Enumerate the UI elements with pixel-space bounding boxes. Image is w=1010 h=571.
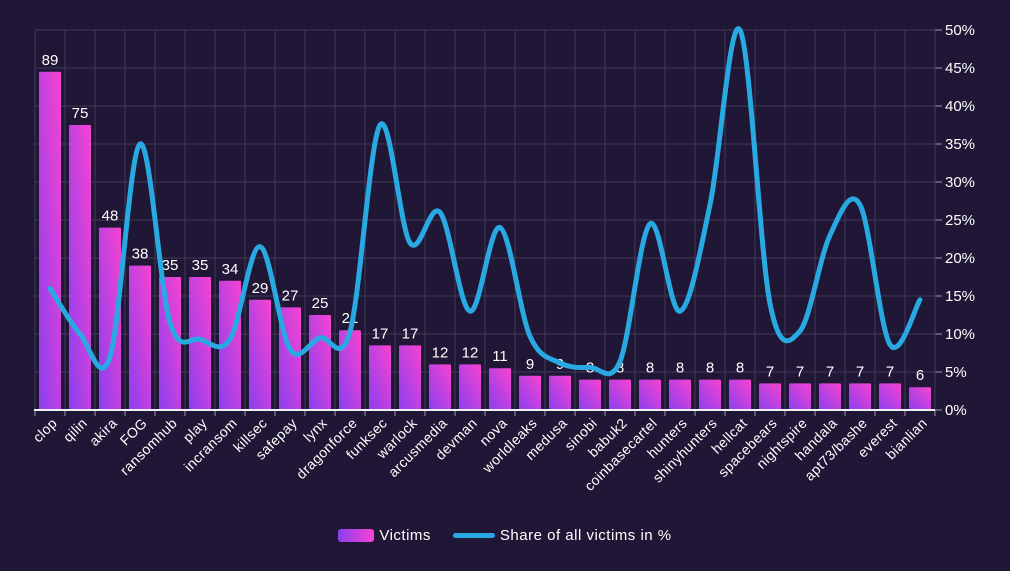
bar-value-label: 11 bbox=[492, 348, 508, 365]
bar-value-label: 27 bbox=[282, 287, 299, 304]
y-axis-tick-label: 50% bbox=[945, 22, 975, 39]
bar-medusa bbox=[549, 375, 571, 410]
bar-funksec bbox=[369, 345, 391, 410]
bar-value-label: 7 bbox=[826, 363, 834, 380]
bar-incransom bbox=[219, 280, 241, 410]
bar-sinobi bbox=[579, 379, 601, 410]
y-axis-tick-label: 15% bbox=[945, 288, 975, 305]
bar-ransomhub bbox=[159, 277, 181, 410]
bar-hunters bbox=[669, 379, 691, 410]
y-axis-tick-label: 20% bbox=[945, 250, 975, 267]
bar-value-label: 7 bbox=[886, 363, 894, 380]
bar-spacebears bbox=[759, 383, 781, 410]
legend-victims-label: Victims bbox=[379, 527, 431, 544]
y-axis-tick-label: 45% bbox=[945, 60, 975, 77]
bar-arcusmedia bbox=[429, 364, 451, 410]
bar-handala bbox=[819, 383, 841, 410]
bar-value-label: 9 bbox=[526, 356, 534, 373]
bar-value-label: 29 bbox=[252, 280, 269, 297]
y-axis-tick-label: 25% bbox=[945, 212, 975, 229]
bar-play bbox=[189, 277, 211, 410]
bar-value-label: 38 bbox=[132, 246, 149, 263]
bar-value-label: 8 bbox=[616, 360, 624, 377]
legend-item-victims: Victims bbox=[338, 527, 431, 544]
share-line bbox=[47, 26, 923, 377]
bar-hellcat bbox=[729, 379, 751, 410]
bar-value-label: 75 bbox=[72, 105, 89, 122]
victims-bar-swatch-icon bbox=[338, 529, 375, 542]
bar-coinbasecartel bbox=[639, 379, 661, 410]
bar-lynx bbox=[309, 315, 331, 410]
y-axis-tick-label: 40% bbox=[945, 98, 975, 115]
bar-qilin bbox=[69, 125, 91, 410]
bar-value-label: 7 bbox=[766, 363, 774, 380]
bar-value-label: 8 bbox=[646, 360, 654, 377]
bar-dragonforce bbox=[339, 330, 361, 410]
x-axis-label: clop bbox=[30, 415, 61, 446]
bar-value-label: 48 bbox=[102, 208, 119, 225]
bar-value-label: 7 bbox=[796, 363, 804, 380]
bar-nova bbox=[489, 368, 511, 410]
bar-devman bbox=[459, 364, 481, 410]
bar-warlock bbox=[399, 345, 421, 410]
bar-FOG bbox=[129, 265, 151, 410]
legend-share-label: Share of all victims in % bbox=[499, 527, 672, 544]
legend-item-share: Share of all victims in % bbox=[452, 527, 672, 544]
bar-value-label: 25 bbox=[312, 295, 329, 312]
y-axis-tick-label: 5% bbox=[945, 364, 967, 381]
x-axis-label: qilin bbox=[60, 415, 90, 445]
bar-value-label: 8 bbox=[706, 360, 714, 377]
bar-value-label: 35 bbox=[162, 257, 179, 274]
share-line-swatch-icon bbox=[452, 533, 495, 538]
x-axis-label: akira bbox=[86, 415, 120, 449]
bar-value-label: 17 bbox=[372, 325, 389, 342]
bar-value-label: 34 bbox=[222, 261, 239, 278]
bar-apt73/bashe bbox=[849, 383, 871, 410]
bar-everest bbox=[879, 383, 901, 410]
bar-shinyhunters bbox=[699, 379, 721, 410]
bar-bianlian bbox=[909, 387, 931, 410]
bar-value-label: 12 bbox=[462, 344, 479, 361]
legend: Victims Share of all victims in % bbox=[0, 527, 1010, 544]
y-axis-tick-label: 30% bbox=[945, 174, 975, 191]
bar-value-label: 8 bbox=[736, 360, 744, 377]
bar-value-label: 89 bbox=[42, 52, 59, 69]
y-axis-tick-label: 35% bbox=[945, 136, 975, 153]
bar-nightspire bbox=[789, 383, 811, 410]
y-axis-tick-label: 10% bbox=[945, 326, 975, 343]
y-axis-tick-label: 0% bbox=[945, 402, 967, 419]
bar-value-label: 17 bbox=[402, 325, 419, 342]
bar-killsec bbox=[249, 299, 271, 410]
bar-babuk2 bbox=[609, 379, 631, 410]
bar-worldleaks bbox=[519, 375, 541, 410]
bar-value-label: 12 bbox=[432, 344, 449, 361]
bar-value-label: 6 bbox=[916, 367, 924, 384]
bar-value-label: 7 bbox=[856, 363, 864, 380]
bar-value-label: 8 bbox=[676, 360, 684, 377]
bar-value-label: 35 bbox=[192, 257, 209, 274]
bar-clop bbox=[39, 71, 61, 411]
